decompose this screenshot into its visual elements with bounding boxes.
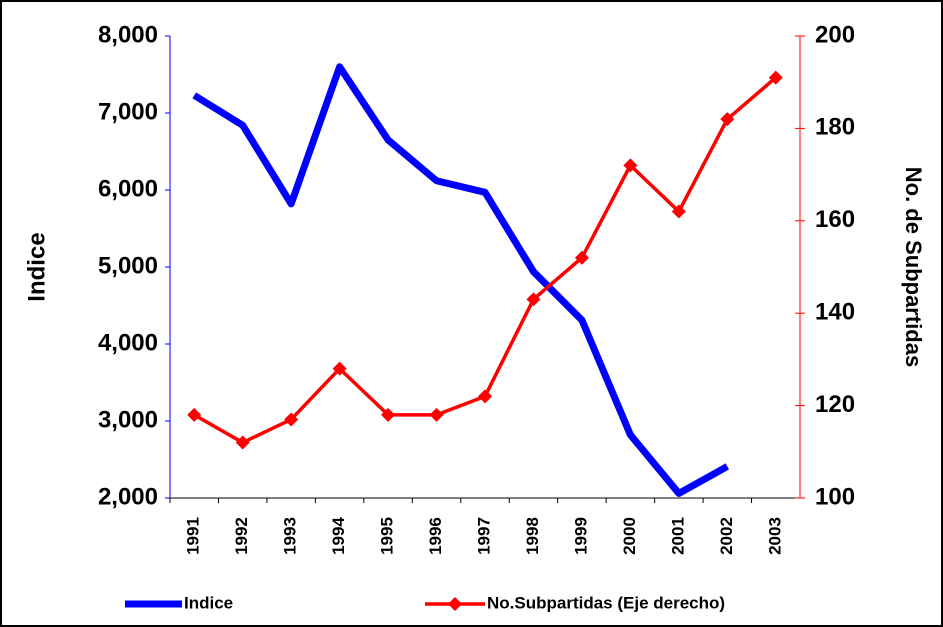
- marker: [381, 407, 396, 422]
- y-tick-label: 3,000: [98, 406, 158, 433]
- x-tick-label: 1991: [184, 517, 203, 555]
- x-tick-label: 2000: [620, 517, 639, 555]
- marker: [284, 412, 299, 427]
- x-tick-label: 1996: [426, 517, 445, 555]
- legend-label: Indice: [184, 593, 233, 612]
- x-tick-label: 1995: [378, 517, 397, 555]
- y2-tick-label: 180: [815, 114, 855, 141]
- y2-tick-label: 200: [815, 21, 855, 48]
- marker: [623, 158, 638, 173]
- x-tick-label: 2001: [668, 517, 687, 555]
- x-tick-label: 2003: [765, 517, 784, 555]
- marker: [235, 435, 250, 450]
- x-tick-label: 1997: [474, 517, 493, 555]
- marker: [768, 70, 783, 85]
- marker: [574, 250, 589, 265]
- y-tick-label: 5,000: [98, 252, 158, 279]
- series-line: [192, 63, 730, 497]
- y2-axis-label: No. de Subpartidas: [901, 167, 926, 367]
- y-tick-label: 6,000: [98, 175, 158, 202]
- x-tick-label: 1999: [571, 517, 590, 555]
- y-tick-label: 4,000: [98, 329, 158, 356]
- marker: [720, 112, 735, 127]
- x-tick-label: 1993: [281, 517, 300, 555]
- y2-tick-label: 120: [815, 391, 855, 418]
- marker: [429, 407, 444, 422]
- y-tick-label: 8,000: [98, 21, 158, 48]
- marker: [332, 361, 347, 376]
- y2-tick-label: 100: [815, 483, 855, 510]
- legend-label: No.Subpartidas (Eje derecho): [487, 593, 725, 612]
- y2-tick-label: 160: [815, 206, 855, 233]
- x-tick-label: 2002: [717, 517, 736, 555]
- marker: [671, 204, 686, 219]
- legend-marker: [448, 597, 462, 611]
- x-tick-label: 1998: [523, 517, 542, 555]
- x-tick-label: 1994: [329, 517, 348, 555]
- y-tick-label: 7,000: [98, 98, 158, 125]
- marker: [478, 389, 492, 404]
- x-tick-label: 1992: [232, 517, 251, 555]
- y2-tick-label: 140: [815, 299, 855, 326]
- y-tick-label: 2,000: [98, 483, 158, 510]
- y-axis-label: Indice: [23, 232, 50, 301]
- marker: [187, 407, 202, 422]
- marker: [526, 292, 541, 307]
